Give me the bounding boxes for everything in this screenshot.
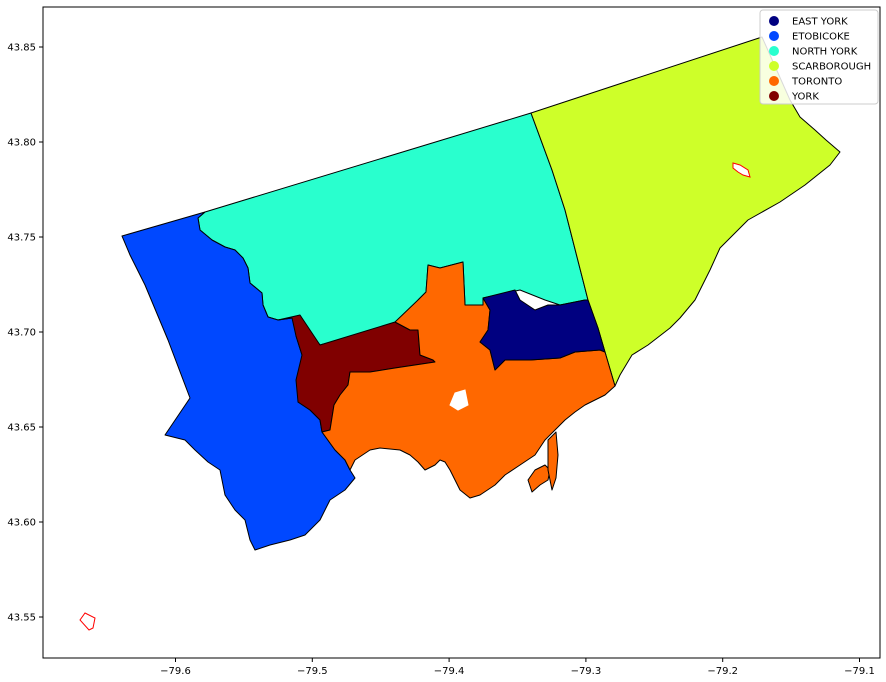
x-tick-label: −79.5 [297,666,328,677]
legend: EAST YORK ETOBICOKE NORTH YORK SCARBOROUGH T… [759,9,879,105]
x-tick-label: −79.2 [707,666,738,677]
y-tick-label: 43.85 [7,43,36,54]
legend-marker [769,61,779,71]
legend-marker [769,16,779,26]
legend-label: TORONTO [791,77,842,88]
y-tick-label: 43.70 [7,328,36,339]
legend-label: NORTH YORK [792,47,858,58]
highlight-north [732,162,751,178]
legend-marker [769,76,779,86]
y-tick-label: 43.75 [7,233,36,244]
y-tick-label: 43.80 [7,138,36,149]
y-tick-label: 43.60 [7,518,36,529]
x-axis: −79.6 −79.5 −79.4 −79.3 −79.2 −79.1 [160,658,875,677]
district-toronto-islands-east [547,431,559,491]
district-east-york[interactable] [479,289,606,371]
districts [121,36,841,551]
y-axis: 43.55 43.60 43.65 43.70 43.75 43.80 43.85 [7,43,43,624]
legend-label: EAST YORK [792,17,848,28]
highlight-south-west [79,612,96,631]
legend-marker [769,91,779,101]
legend-marker [769,46,779,56]
legend-box [759,9,879,105]
x-tick-label: −79.6 [160,666,191,677]
legend-label: YORK [791,92,819,103]
x-tick-label: −79.3 [571,666,602,677]
legend-marker [769,31,779,41]
x-tick-label: −79.1 [844,666,875,677]
highlighted-areas [79,162,751,631]
y-tick-label: 43.55 [7,613,36,624]
toronto-hole [449,389,469,411]
legend-label: ETOBICOKE [792,32,850,43]
legend-label: SCARBOROUGH [792,62,871,73]
x-tick-label: −79.4 [434,666,465,677]
y-tick-label: 43.65 [7,423,36,434]
